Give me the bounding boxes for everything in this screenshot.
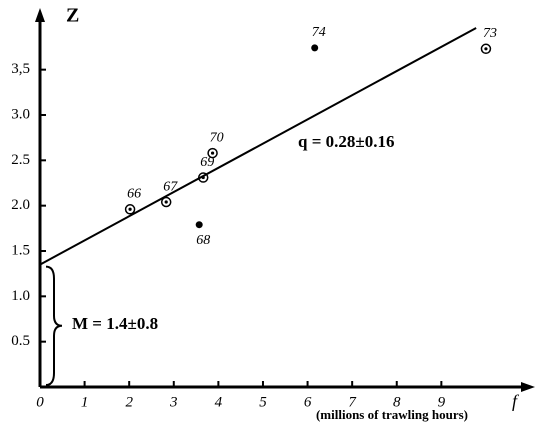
intercept-annotation: M = 1.4±0.8 <box>72 314 158 333</box>
y-tick-label: 0.5 <box>11 333 30 349</box>
point-ring <box>480 43 492 55</box>
x-tick-label: 1 <box>81 394 89 410</box>
point-label: 73 <box>483 26 497 41</box>
x-tick-label: 2 <box>125 394 133 410</box>
point <box>164 200 168 204</box>
brace <box>45 265 63 386</box>
point-ring <box>160 196 172 208</box>
x-tick-label: 7 <box>348 394 357 410</box>
x-tick-label: 4 <box>215 394 223 410</box>
x-tick-label: 8 <box>393 394 401 410</box>
point-label: 74 <box>312 25 326 40</box>
point <box>311 44 319 52</box>
point <box>128 207 132 211</box>
y-axis-arrow <box>35 8 45 22</box>
x-tick-label: 9 <box>438 394 446 410</box>
point-label: 66 <box>127 187 141 202</box>
x-axis-label: (millions of trawling hours) <box>316 407 468 422</box>
y-tick-label: 1.5 <box>11 242 30 258</box>
x-tick-label: 0 <box>36 394 44 410</box>
slope-annotation: q = 0.28±0.16 <box>298 132 394 151</box>
y-tick-label: 2.5 <box>11 152 30 168</box>
point-label: 67 <box>163 179 178 194</box>
point <box>484 47 488 51</box>
x-axis-end-label: f <box>512 391 520 411</box>
x-tick-label: 6 <box>304 394 312 410</box>
point <box>195 221 203 229</box>
point-label: 68 <box>196 233 210 248</box>
point-label: 69 <box>200 155 214 170</box>
point <box>210 151 215 155</box>
x-axis-arrow <box>521 382 535 392</box>
y-tick-label: 1.0 <box>11 288 30 304</box>
point-ring <box>197 172 209 183</box>
y-tick-label: 3,5 <box>11 61 30 77</box>
point-ring <box>207 147 218 159</box>
x-tick-label: 5 <box>259 394 267 410</box>
fit-line <box>39 27 477 266</box>
y-tick-label: 2.0 <box>11 197 30 213</box>
y-axis-label: Z <box>66 5 79 27</box>
point-label: 70 <box>210 130 224 145</box>
y-tick-label: 3.0 <box>11 106 30 122</box>
x-tick-label: 3 <box>169 394 178 410</box>
point-ring <box>124 204 136 215</box>
point <box>201 175 205 180</box>
